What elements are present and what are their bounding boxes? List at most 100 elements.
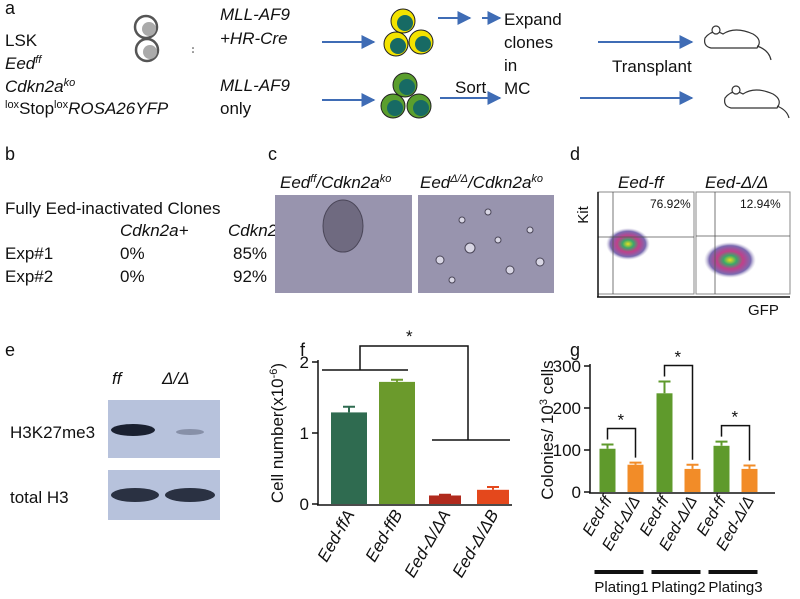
axis-title: Kit [575, 205, 592, 223]
step-label: in [504, 56, 517, 75]
significance-bracket [322, 345, 510, 441]
text-segment: /Cdkn2a [315, 173, 379, 192]
vector-label: MLL-AF9 [220, 5, 290, 24]
y-tick-label: 1 [300, 424, 309, 443]
dispersed-cells [435, 208, 545, 284]
significance-mark: * [618, 411, 625, 430]
cell: 92% [233, 267, 267, 286]
gate [598, 192, 790, 294]
panel-label: b [5, 144, 15, 164]
significance-mark: * [406, 327, 413, 346]
significance-bracket [663, 364, 694, 460]
group-label: Plating2 [651, 579, 705, 596]
panel-label: d [570, 144, 580, 164]
text-segment: -6 [268, 369, 280, 379]
vector-label: MLL-AF9 [220, 76, 290, 95]
image-caption: Eedff/Cdkn2ako [280, 173, 391, 192]
bar [429, 495, 461, 504]
plot-title: Eed-Δ/Δ [705, 173, 768, 192]
text-segment: Cdkn2a [228, 221, 287, 240]
y-tick-label: 100 [553, 441, 581, 460]
bar [656, 393, 673, 492]
panel-f: f Cell number(x10-6) * 0 1 2 Eed-ffA Eed-ffB… [268, 327, 512, 581]
error-bar [343, 405, 355, 413]
text-segment: Colonies/ 10 [538, 405, 557, 500]
significance-bracket [606, 427, 637, 458]
vector-label: only [220, 99, 252, 118]
text-segment: Δ/Δ [449, 173, 468, 185]
genotype-line: Eedff [5, 54, 42, 73]
group-label: Plating3 [708, 579, 762, 596]
significance-bracket [720, 424, 751, 461]
x-tick-label: Eed-ffA [314, 507, 359, 566]
bar [627, 464, 644, 492]
text-segment: ff [310, 173, 317, 185]
blot-band [111, 488, 159, 502]
text-segment: Stop [19, 99, 54, 118]
y-tick-label: 0 [300, 495, 309, 514]
panel-b: b Fully Eed-inactivated Clones Cdkn2a+ C… [5, 144, 298, 286]
bar [741, 468, 758, 492]
lsk-cells [133, 14, 194, 63]
panel-c: c Eedff/Cdkn2ako EedΔ/Δ/Cdkn2ako [268, 144, 554, 293]
step-label: MC [504, 79, 530, 98]
blot-band [111, 424, 155, 436]
text-segment: lox [54, 99, 69, 111]
x-tick-label: Eed-ffB [362, 507, 407, 566]
cell: 0% [120, 267, 145, 286]
text-segment: 3 [538, 399, 550, 405]
band-label: H3K27me3 [10, 423, 95, 442]
blot-band [165, 488, 215, 502]
text-segment: ko [380, 173, 392, 185]
text-segment: Cell number(x10 [268, 378, 287, 503]
gate-percent: 12.94% [740, 197, 781, 211]
text-segment: ) [268, 363, 287, 369]
bar [477, 489, 509, 504]
y-tick-label: 200 [553, 399, 581, 418]
error-bar [439, 493, 451, 496]
row-label: Exp#2 [5, 267, 53, 286]
cell: 85% [233, 244, 267, 263]
x-tick-label: Eed-Δ/ΔB [449, 507, 503, 581]
text-segment: /Cdkn2a [467, 173, 531, 192]
lane-label: ff [112, 369, 124, 388]
significance-mark: * [732, 408, 739, 427]
control-cells [380, 72, 432, 119]
y-tick-label: 0 [572, 483, 581, 502]
error-bar [601, 443, 614, 449]
panel-label: f [300, 340, 306, 360]
mouse-icon [704, 25, 772, 61]
facs-population [704, 242, 756, 278]
plot-title: Eed-ff [618, 173, 666, 192]
text-segment: ko [531, 173, 543, 185]
panel-label: e [5, 340, 15, 360]
text-segment: Eed [420, 173, 451, 192]
error-bar [686, 463, 699, 469]
step-label: Expand [504, 10, 562, 29]
panel-g: g Colonies/ 103 cells 0100200300Eed-ffEe… [538, 340, 775, 596]
bar [684, 468, 701, 492]
step-label: Sort [455, 78, 486, 97]
group-label: Plating1 [594, 579, 648, 596]
text-segment: LSK [5, 31, 38, 50]
table-title: Fully Eed-inactivated Clones [5, 199, 220, 218]
text-segment: ROSA26YFP [68, 99, 169, 118]
error-bar [658, 380, 671, 394]
error-bar [391, 378, 403, 382]
step-label: Transplant [612, 57, 692, 76]
text-segment: ff [35, 54, 42, 66]
y-tick-label: 300 [553, 357, 581, 376]
panel-label: g [570, 340, 580, 360]
panel-label: c [268, 144, 277, 164]
step-label: clones [504, 33, 553, 52]
x-tick-label: Eed-Δ/ΔA [401, 507, 455, 581]
significance-mark: * [675, 348, 682, 367]
bar [713, 445, 730, 492]
y-tick-label: 2 [300, 353, 309, 372]
axis-title: Colonies/ 103 cells [538, 360, 557, 499]
genotype-line: LSK [5, 31, 38, 50]
error-bar [487, 485, 499, 490]
genotype-line: Cdkn2ako [5, 77, 75, 96]
vector-label: +HR-Cre [220, 29, 288, 48]
